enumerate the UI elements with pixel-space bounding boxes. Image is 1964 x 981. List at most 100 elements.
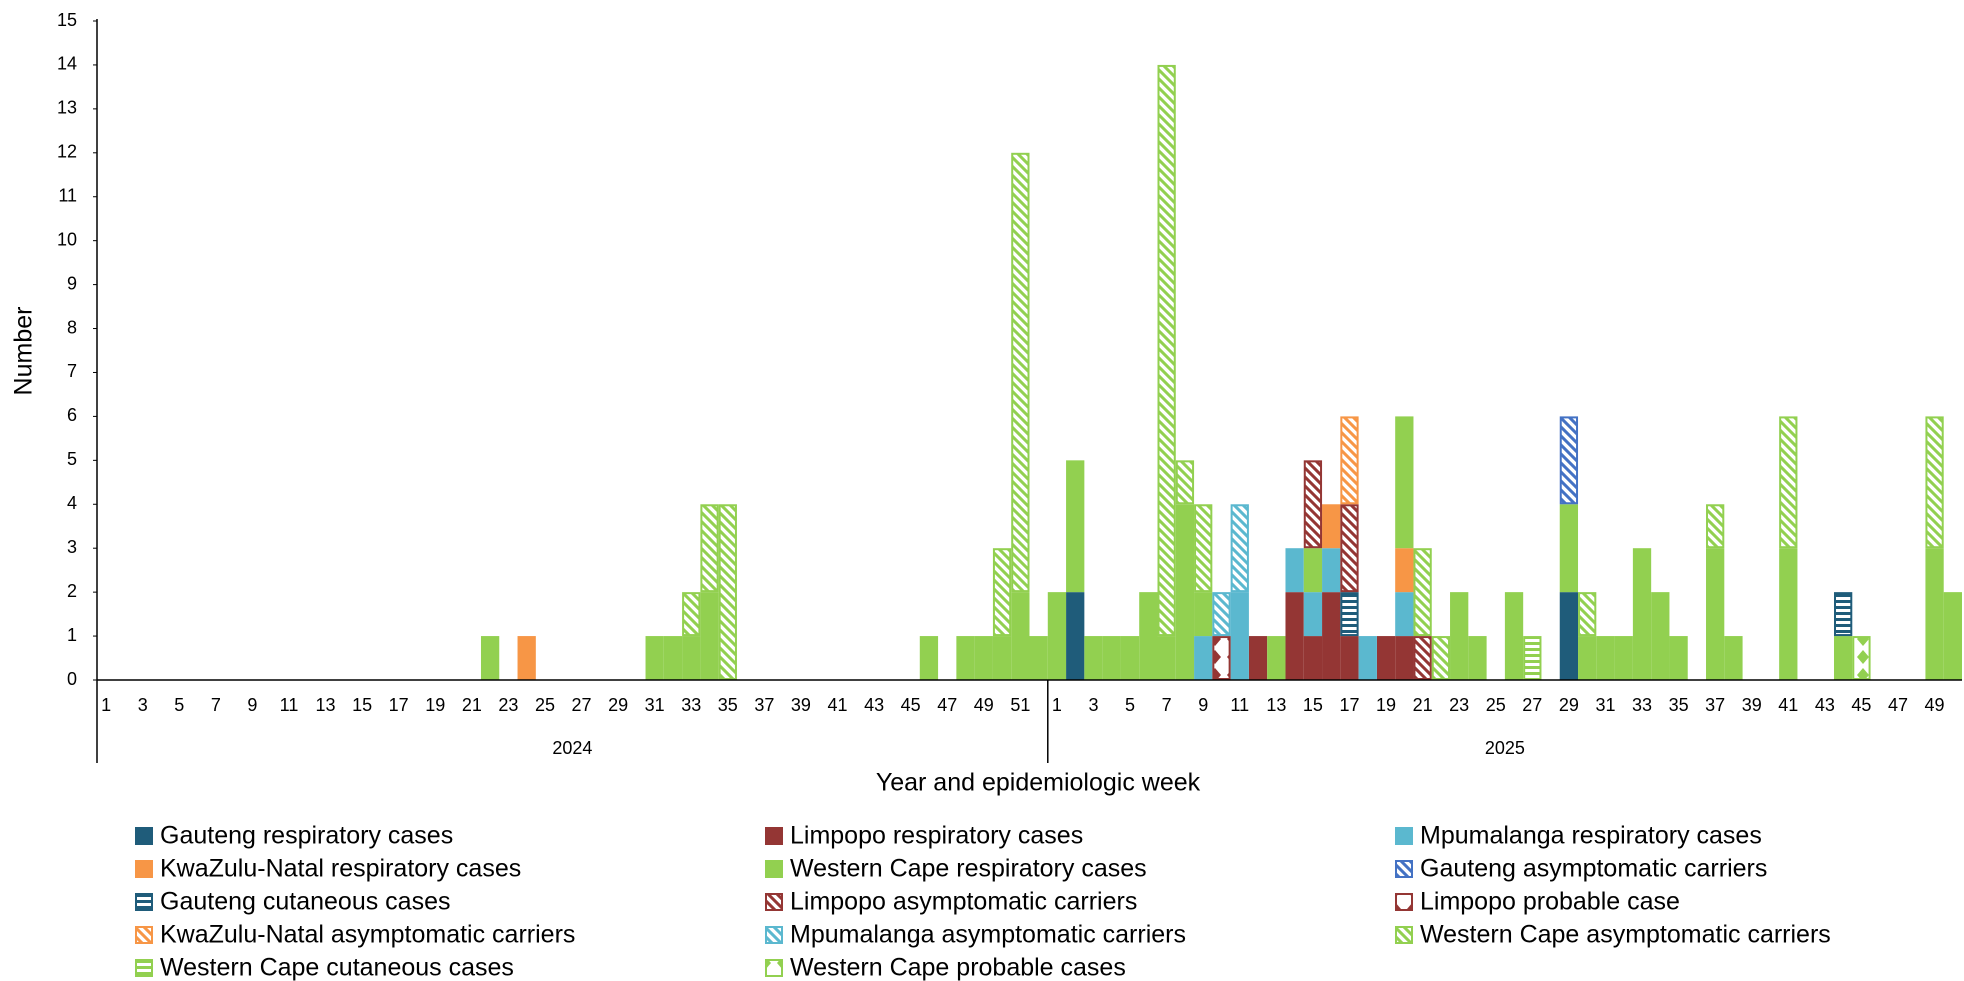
bar	[1066, 592, 1085, 680]
bar	[700, 592, 719, 680]
x-tick-label: 27	[572, 695, 592, 715]
bar	[480, 636, 500, 680]
legend-swatch	[1395, 893, 1413, 911]
bar	[1706, 548, 1725, 680]
bar	[1468, 636, 1487, 680]
bar	[1011, 592, 1030, 680]
y-tick-label: 2	[67, 581, 77, 601]
bar	[1834, 636, 1853, 680]
legend-label: Limpopo respiratory cases	[790, 822, 1083, 850]
bar	[1066, 460, 1085, 593]
legend-label: Gauteng respiratory cases	[160, 822, 453, 850]
bar	[1358, 636, 1377, 680]
x-tick-label: 3	[138, 695, 148, 715]
x-tick-label: 23	[1449, 695, 1469, 715]
bar	[1285, 548, 1304, 593]
legend-label: KwaZulu-Natal asymptomatic carriers	[160, 921, 575, 949]
bar	[1084, 636, 1103, 680]
legend-label: Limpopo probable case	[1420, 888, 1680, 916]
bar	[1852, 636, 1871, 680]
x-tick-label: 5	[1125, 695, 1135, 715]
legend-label: KwaZulu-Natal respiratory cases	[160, 855, 521, 883]
bar	[1303, 548, 1323, 593]
x-tick-label: 15	[352, 695, 372, 715]
x-tick-label: 31	[645, 695, 665, 715]
x-tick-label: 31	[1595, 695, 1615, 715]
bar	[1322, 592, 1341, 680]
bar	[1230, 592, 1249, 680]
x-tick-label: 23	[498, 695, 518, 715]
bar	[663, 636, 683, 680]
y-tick-label: 13	[57, 98, 77, 118]
bar	[956, 636, 975, 680]
bar	[1047, 592, 1067, 680]
bar	[1413, 636, 1432, 680]
bar	[517, 636, 536, 680]
x-tick-label: 29	[1559, 695, 1579, 715]
legend-label: Gauteng cutaneous cases	[160, 888, 450, 916]
y-tick-label: 15	[57, 10, 77, 30]
x-tick-label: 37	[1705, 695, 1725, 715]
bar	[1230, 504, 1249, 593]
legend-label: Mpumalanga asymptomatic carriers	[790, 921, 1186, 949]
x-tick-label: 49	[974, 695, 994, 715]
bar	[1303, 636, 1323, 680]
x-tick-label: 25	[1486, 695, 1506, 715]
bar	[1578, 636, 1597, 680]
y-tick-label: 12	[57, 142, 77, 162]
x-tick-label: 9	[247, 695, 257, 715]
x-tick-label: 39	[791, 695, 811, 715]
x-tick-label: 41	[1778, 695, 1798, 715]
x-tick-label: 1	[101, 695, 111, 715]
x-tick-label: 35	[718, 695, 738, 715]
bar	[1340, 592, 1359, 637]
x-tick-label: 9	[1198, 695, 1208, 715]
bar	[1029, 636, 1048, 680]
y-tick-label: 10	[57, 229, 77, 249]
bar	[1559, 592, 1579, 680]
bar	[1779, 548, 1798, 680]
bar	[1578, 592, 1597, 637]
bar	[1139, 592, 1158, 680]
legend-swatch	[135, 893, 153, 911]
bar	[718, 504, 737, 680]
x-tick-label: 51	[1010, 695, 1030, 715]
bar	[1340, 636, 1359, 680]
legend-swatch	[765, 959, 783, 977]
x-tick-label: 41	[827, 695, 847, 715]
bar	[992, 636, 1012, 680]
bar	[1395, 592, 1414, 637]
x-tick-label: 49	[1925, 695, 1945, 715]
bar	[1651, 592, 1670, 680]
bar	[1395, 636, 1414, 680]
bar	[1322, 504, 1341, 549]
x-tick-label: 35	[1669, 695, 1689, 715]
bar	[1340, 416, 1359, 505]
x-tick-label: 11	[280, 695, 299, 715]
bar	[1194, 636, 1213, 680]
legend-swatch	[135, 926, 153, 944]
legend-swatch	[1395, 860, 1413, 878]
x-tick-label: 45	[901, 695, 921, 715]
bar	[1413, 548, 1432, 637]
x-tick-label: 25	[535, 695, 555, 715]
bar	[1267, 636, 1286, 680]
x-tick-label: 13	[316, 695, 336, 715]
x-axis-title: Year and epidemiologic week	[876, 769, 1201, 797]
bar	[1285, 592, 1304, 680]
x-tick-label: 47	[1888, 695, 1908, 715]
bar	[1523, 636, 1542, 680]
x-tick-label: 17	[389, 695, 409, 715]
bar	[1504, 592, 1524, 680]
bar	[1102, 636, 1121, 680]
y-tick-label: 5	[67, 449, 77, 469]
bar	[1559, 416, 1579, 505]
y-tick-label: 14	[57, 54, 77, 74]
x-tick-label: 47	[937, 695, 957, 715]
bar	[1194, 504, 1213, 593]
x-tick-label: 19	[425, 695, 445, 715]
bar	[1175, 460, 1195, 505]
bar	[919, 636, 939, 680]
